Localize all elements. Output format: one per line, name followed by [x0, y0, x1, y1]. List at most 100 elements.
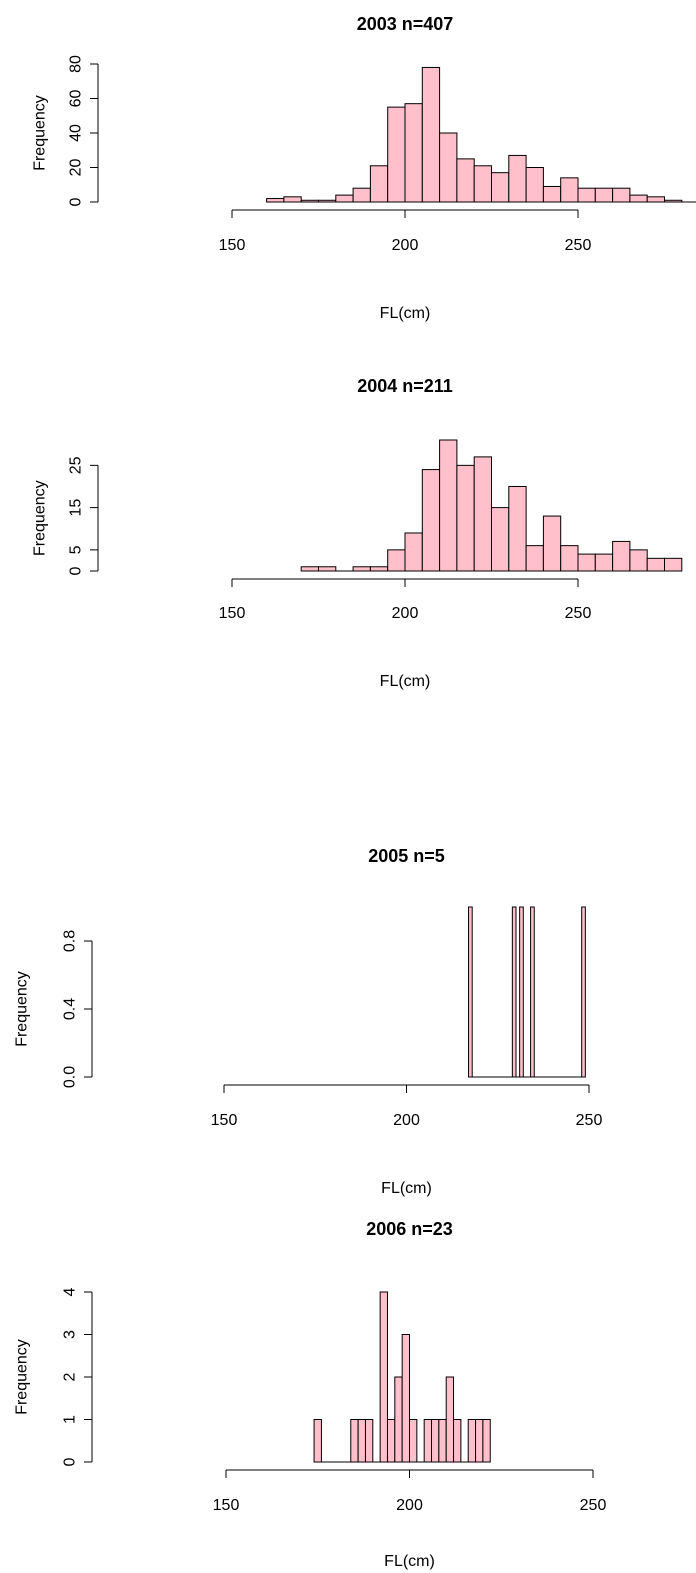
histogram-bar — [456, 464, 475, 572]
histogram-panel-3: 2005 n=5 0.0 0.4 0.8 150 200 250 FL(cm) Frequenc… — [14, 846, 603, 1197]
x-tick-label: 250 — [576, 1112, 603, 1129]
histogram-bar — [560, 545, 579, 572]
y-tick-label: 0.4 — [62, 998, 79, 1020]
histogram-bar — [439, 132, 458, 203]
histogram-panel-4: 2006 n=23 0 1 2 3 4 150 200 250 FL(cm) Frequency — [14, 1219, 607, 1570]
histogram-bar — [519, 906, 524, 1078]
histogram-bar — [394, 1376, 403, 1463]
histogram-bar — [542, 515, 562, 572]
histogram-bar — [646, 557, 666, 572]
y-axis-label: Frequency — [14, 971, 31, 1047]
x-axis-label: FL(cm) — [381, 1180, 432, 1197]
histogram-bar — [612, 187, 631, 203]
histogram-bar — [525, 167, 544, 203]
chart-title: 2005 n=5 — [368, 846, 445, 866]
y-tick-label: 4 — [62, 1287, 79, 1296]
histogram-bar — [482, 1419, 491, 1463]
x-tick-label: 200 — [392, 605, 419, 622]
histogram-bar — [300, 566, 320, 572]
y-tick-label: 25 — [68, 456, 85, 474]
histogram-bar — [431, 1419, 440, 1463]
x-axis-label: FL(cm) — [384, 1553, 435, 1570]
y-tick-label: 2 — [62, 1372, 79, 1381]
histogram-bar — [491, 507, 510, 572]
x-tick-label: 150 — [213, 1497, 240, 1514]
histogram-bar — [379, 1291, 388, 1463]
y-tick-label: 0 — [68, 566, 85, 575]
histogram-bar — [581, 906, 586, 1078]
histogram-bar — [386, 1419, 396, 1463]
histogram-bar — [318, 566, 337, 572]
y-tick-label: 20 — [68, 159, 85, 177]
y-tick-label: 80 — [68, 55, 85, 73]
histogram-bar — [387, 549, 406, 572]
histogram-bar — [335, 194, 354, 203]
x-tick-label: 250 — [565, 237, 592, 254]
histogram-bar — [475, 1419, 484, 1463]
x-tick-label: 150 — [219, 237, 246, 254]
histogram-bar — [421, 469, 441, 572]
y-tick-label: 0 — [68, 197, 85, 206]
x-tick-label: 200 — [392, 237, 419, 254]
histogram-bar — [266, 198, 285, 203]
histogram-bar — [664, 557, 683, 572]
chart-title: 2003 n=407 — [357, 14, 454, 34]
histogram-bar — [404, 532, 423, 572]
histogram-bar — [629, 194, 648, 203]
histogram-bar — [508, 154, 527, 203]
histogram-bar — [352, 566, 371, 572]
x-tick-label: 200 — [396, 1497, 423, 1514]
histogram-panel-1: 2003 n=407 0 20 40 60 80 150 200 250 FL(cm) Freque… — [32, 14, 696, 322]
y-tick-label: 0.8 — [62, 930, 79, 952]
y-tick-label: 0.0 — [62, 1066, 79, 1088]
histogram-bar — [313, 1419, 322, 1463]
histogram-bar — [283, 196, 302, 203]
histogram-panel-2: 2004 n=211 0 5 15 25 150 200 250 FL(cm) Frequency — [32, 376, 683, 690]
histogram-bar — [352, 187, 371, 203]
histogram-bar — [511, 906, 517, 1078]
histogram-bar — [364, 1419, 374, 1463]
histogram-bar — [421, 66, 441, 203]
histogram-bar — [612, 540, 631, 572]
chart-title: 2004 n=211 — [357, 376, 453, 396]
y-axis-label: Frequency — [32, 480, 49, 556]
histogram-bar — [491, 172, 510, 203]
histogram-bar — [577, 187, 596, 203]
histogram-bar — [560, 177, 579, 203]
histogram-bar — [439, 439, 458, 572]
histogram-bar — [350, 1419, 359, 1463]
histogram-bar — [594, 553, 614, 572]
histogram-bar — [467, 1419, 477, 1463]
histogram-bar — [401, 1334, 411, 1463]
histogram-bar — [357, 1419, 366, 1463]
histogram-bar — [525, 545, 544, 572]
x-axis-label: FL(cm) — [380, 673, 431, 690]
histogram-bar — [438, 1419, 447, 1463]
histogram-bar — [423, 1419, 433, 1463]
y-tick-label: 1 — [62, 1415, 79, 1424]
x-tick-label: 250 — [580, 1497, 607, 1514]
histogram-bar — [629, 549, 648, 572]
x-tick-label: 200 — [393, 1112, 420, 1129]
histogram-bar — [594, 187, 614, 203]
histogram-bar — [387, 106, 406, 203]
histogram-bar — [473, 456, 493, 572]
y-axis-label: Frequency — [32, 95, 49, 171]
histogram-bar — [542, 185, 562, 203]
chart-title: 2006 n=23 — [366, 1219, 453, 1239]
histogram-bar — [468, 906, 473, 1078]
histogram-bar — [530, 906, 535, 1078]
y-tick-label: 3 — [62, 1330, 79, 1339]
histogram-bar — [508, 485, 527, 572]
histogram-bar — [409, 1419, 418, 1463]
histogram-bar — [456, 158, 475, 203]
histogram-bar — [369, 165, 389, 203]
x-tick-label: 250 — [565, 605, 592, 622]
histogram-bar — [577, 553, 596, 572]
histogram-bar — [404, 103, 423, 203]
histogram-bar — [646, 196, 666, 203]
y-tick-label: 60 — [68, 90, 85, 108]
y-tick-label: 15 — [68, 499, 85, 517]
x-tick-label: 150 — [211, 1112, 238, 1129]
